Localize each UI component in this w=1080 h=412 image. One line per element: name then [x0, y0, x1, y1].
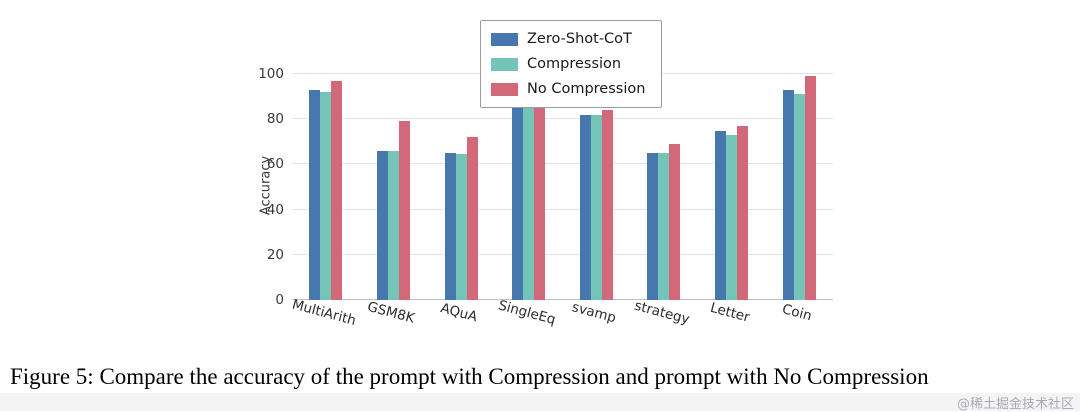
bar: [647, 153, 659, 300]
x-axis-line: [292, 299, 833, 300]
legend-label: Zero-Shot-CoT: [527, 31, 632, 47]
legend-label: No Compression: [527, 81, 646, 97]
bar-group-SingleEq: SingleEq: [496, 92, 557, 328]
bar: [782, 89, 794, 300]
x-tick-label: SingleEq: [496, 297, 557, 329]
bar: [579, 114, 591, 300]
bar: [309, 89, 321, 300]
bar-chart-figure: Accuracy 0 20 40 60 80 100 MultiArith GSM8K AQuA…: [258, 20, 833, 329]
legend: Zero-Shot-CoT Compression No Compression: [480, 20, 663, 108]
y-tick-label: 80: [266, 111, 284, 128]
gridline: [292, 118, 833, 120]
legend-swatch: [491, 57, 518, 71]
x-tick-label: AQuA: [438, 300, 480, 326]
bar-group-strategy: strategy: [633, 144, 691, 328]
bar: [523, 93, 535, 300]
x-tick-label: GSM8K: [366, 298, 417, 327]
y-tick-label: 60: [266, 156, 284, 173]
y-tick-label: 100: [258, 66, 284, 82]
plot-area: 0 20 40 60 80 100 MultiArith GSM8K AQuA SingleEq s…: [258, 66, 833, 329]
bar: [466, 137, 478, 300]
bar-group-Coin: Coin: [781, 76, 816, 324]
bar: [601, 110, 613, 300]
x-tick-label: strategy: [632, 297, 692, 328]
figure-caption: Figure 5: Compare the accuracy of the pr…: [10, 364, 929, 389]
gridline: [292, 253, 833, 255]
x-tick-label: MultiArith: [290, 296, 358, 329]
bar: [455, 154, 467, 300]
bar: [398, 121, 410, 300]
bar: [534, 92, 546, 300]
bar: [737, 125, 749, 300]
bar-group-Letter: Letter: [708, 125, 751, 326]
bar-group-MultiArith: MultiArith: [290, 80, 357, 329]
y-tick-label: 0: [275, 292, 284, 308]
legend-label: Compression: [527, 56, 622, 72]
bar-group-AQuA: AQuA: [439, 137, 479, 325]
legend-swatch: [491, 82, 518, 96]
x-tick-label: svamp: [570, 299, 619, 327]
bar: [590, 114, 602, 300]
legend-item: No Compression: [491, 80, 645, 98]
bar: [331, 80, 343, 300]
bar: [512, 94, 524, 300]
bar-group-GSM8K: GSM8K: [366, 121, 417, 327]
legend-swatch: [491, 32, 518, 46]
bar: [658, 153, 670, 300]
watermark-bar: @稀土掘金技术社区: [0, 393, 1080, 412]
bar: [387, 150, 399, 300]
gridline: [292, 163, 833, 165]
y-tick-label: 40: [266, 201, 284, 218]
bar-groups: MultiArith GSM8K AQuA SingleEq svamp strategy…: [290, 74, 833, 329]
bar: [715, 130, 727, 300]
watermark-text: @稀土掘金技术社区: [956, 396, 1074, 412]
bar-group-svamp: svamp: [570, 110, 618, 326]
bar: [804, 76, 816, 300]
bar: [320, 92, 332, 300]
x-tick-label: Letter: [708, 299, 751, 326]
bar: [669, 144, 681, 300]
legend-item: Compression: [491, 55, 645, 73]
legend-item: Zero-Shot-CoT: [491, 30, 645, 48]
bar: [444, 153, 456, 300]
bar: [793, 94, 805, 300]
bar: [726, 135, 738, 300]
gridline: [292, 208, 833, 210]
x-tick-label: Coin: [780, 301, 814, 325]
bar: [376, 150, 388, 300]
y-tick-label: 20: [266, 246, 284, 263]
